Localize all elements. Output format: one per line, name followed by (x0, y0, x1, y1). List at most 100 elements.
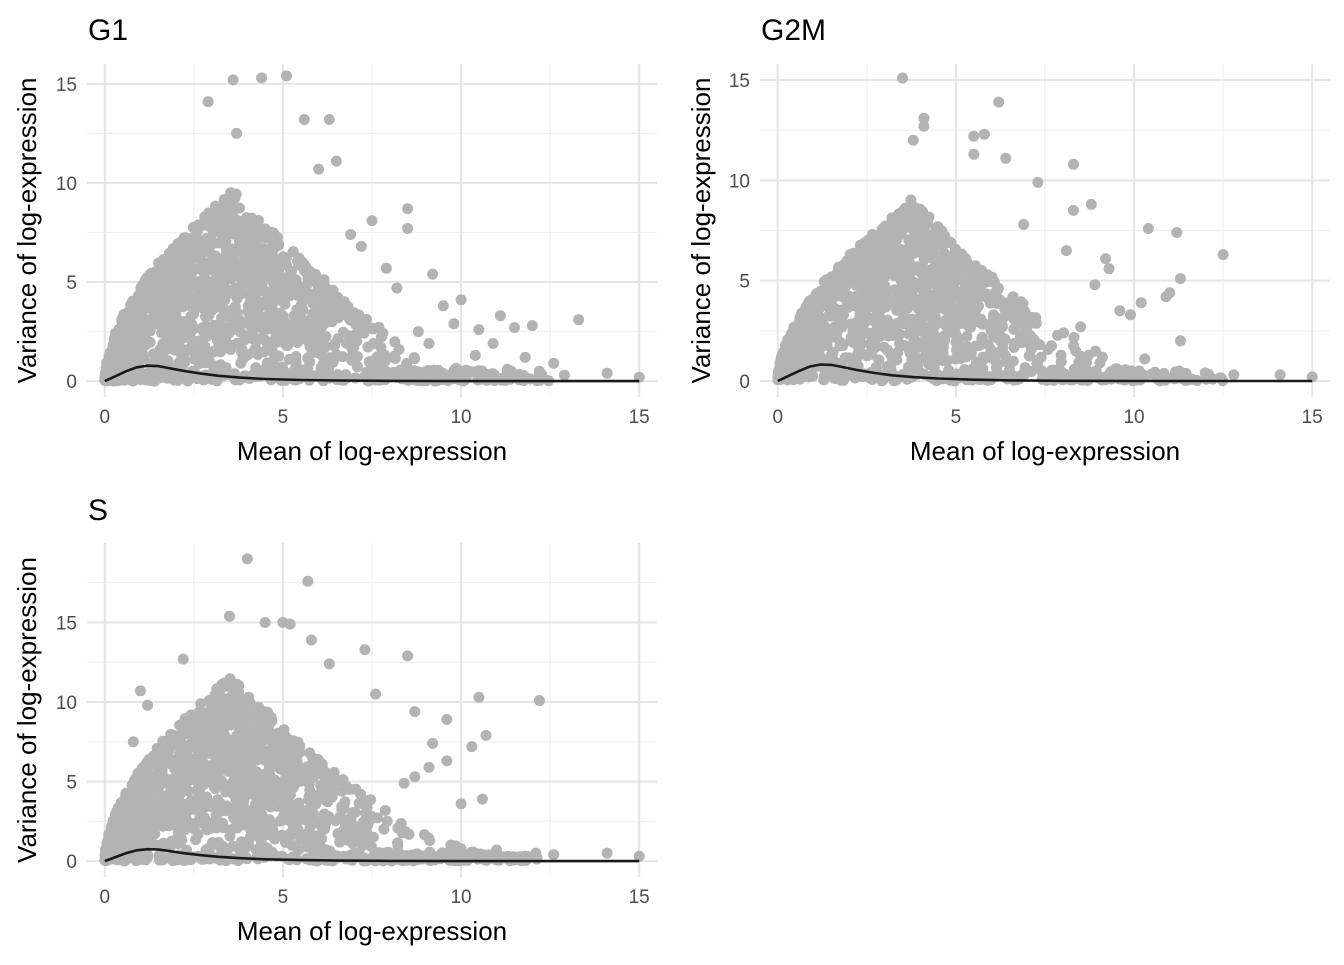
data-point (949, 243, 961, 255)
data-point (350, 311, 362, 323)
x-tick-label: 0 (100, 887, 111, 908)
outlier-point (1171, 227, 1183, 238)
data-point (160, 817, 172, 829)
data-point (238, 236, 250, 248)
outlier-point (918, 120, 930, 132)
data-point (208, 207, 219, 218)
data-point (320, 331, 332, 343)
data-point (291, 304, 303, 316)
data-point (268, 760, 280, 772)
data-point (882, 245, 894, 256)
data-point (331, 306, 343, 318)
outlier-point (1089, 279, 1101, 291)
data-point (271, 269, 283, 280)
data-point (120, 791, 132, 803)
data-point (342, 301, 354, 313)
data-point (207, 289, 219, 300)
data-point (431, 370, 443, 382)
data-point (279, 794, 291, 806)
data-point (315, 780, 327, 791)
outlier-point (281, 70, 292, 82)
data-point (184, 757, 196, 769)
data-point (860, 309, 872, 321)
data-point (924, 355, 936, 367)
data-point (167, 855, 179, 867)
data-point (464, 850, 476, 862)
outlier-point (441, 714, 453, 725)
outlier-point (302, 575, 314, 587)
data-point (308, 814, 320, 826)
data-point (936, 256, 948, 268)
data-point (1030, 317, 1042, 329)
data-point (259, 224, 271, 235)
x-tick-label: 0 (100, 407, 111, 428)
outlier-point (897, 72, 908, 84)
data-point (814, 343, 826, 355)
data-point (948, 310, 960, 322)
data-point (912, 358, 924, 370)
data-point (129, 324, 140, 336)
outlier-point (1075, 321, 1087, 333)
data-point (809, 355, 821, 367)
outlier-point (409, 706, 421, 718)
outlier-point (241, 553, 253, 565)
data-point (228, 812, 240, 824)
data-point (181, 271, 193, 283)
outlier-point (391, 282, 403, 294)
data-point (445, 839, 457, 851)
data-point (932, 221, 944, 233)
data-point (992, 358, 1004, 370)
data-point (239, 812, 251, 824)
data-point (162, 735, 174, 747)
data-point (141, 315, 152, 327)
data-point (302, 352, 314, 364)
data-point (159, 313, 171, 325)
data-point (167, 793, 179, 805)
outlier-point (427, 268, 439, 280)
outlier-point (1114, 305, 1126, 317)
outlier-point (423, 761, 435, 773)
data-point (298, 322, 310, 334)
points (99, 70, 645, 387)
outlier-point (345, 229, 357, 240)
data-point (933, 233, 945, 245)
data-point (337, 774, 349, 786)
x-tick-label: 15 (629, 887, 650, 908)
data-point (1045, 369, 1057, 381)
data-point (230, 189, 242, 201)
data-point (102, 357, 114, 369)
data-point (416, 850, 428, 862)
data-point (257, 770, 269, 782)
data-point (977, 351, 989, 363)
data-point (203, 310, 215, 321)
data-point (307, 752, 319, 764)
x-tick-label: 15 (1302, 407, 1323, 428)
data-point (379, 805, 391, 816)
data-point (911, 294, 923, 306)
data-point (137, 775, 149, 787)
data-point (314, 288, 326, 300)
data-point (892, 346, 904, 358)
data-point (940, 329, 952, 341)
data-point (210, 822, 222, 834)
data-point (389, 336, 401, 348)
data-point (174, 719, 186, 731)
data-point (363, 321, 375, 333)
data-point (274, 815, 286, 827)
data-point (160, 745, 172, 757)
data-point (256, 713, 268, 725)
data-point (144, 830, 156, 842)
data-point (259, 790, 271, 802)
outlier-point (409, 771, 421, 783)
data-point (243, 256, 255, 268)
y-tick-label: 0 (66, 852, 77, 873)
data-point (220, 269, 232, 281)
trend-line (104, 364, 640, 383)
outlier-point (398, 777, 410, 789)
outlier-point (480, 729, 492, 741)
y-tick-label: 15 (729, 71, 750, 92)
data-point (250, 798, 262, 810)
data-point (455, 370, 467, 382)
data-point (378, 823, 390, 835)
